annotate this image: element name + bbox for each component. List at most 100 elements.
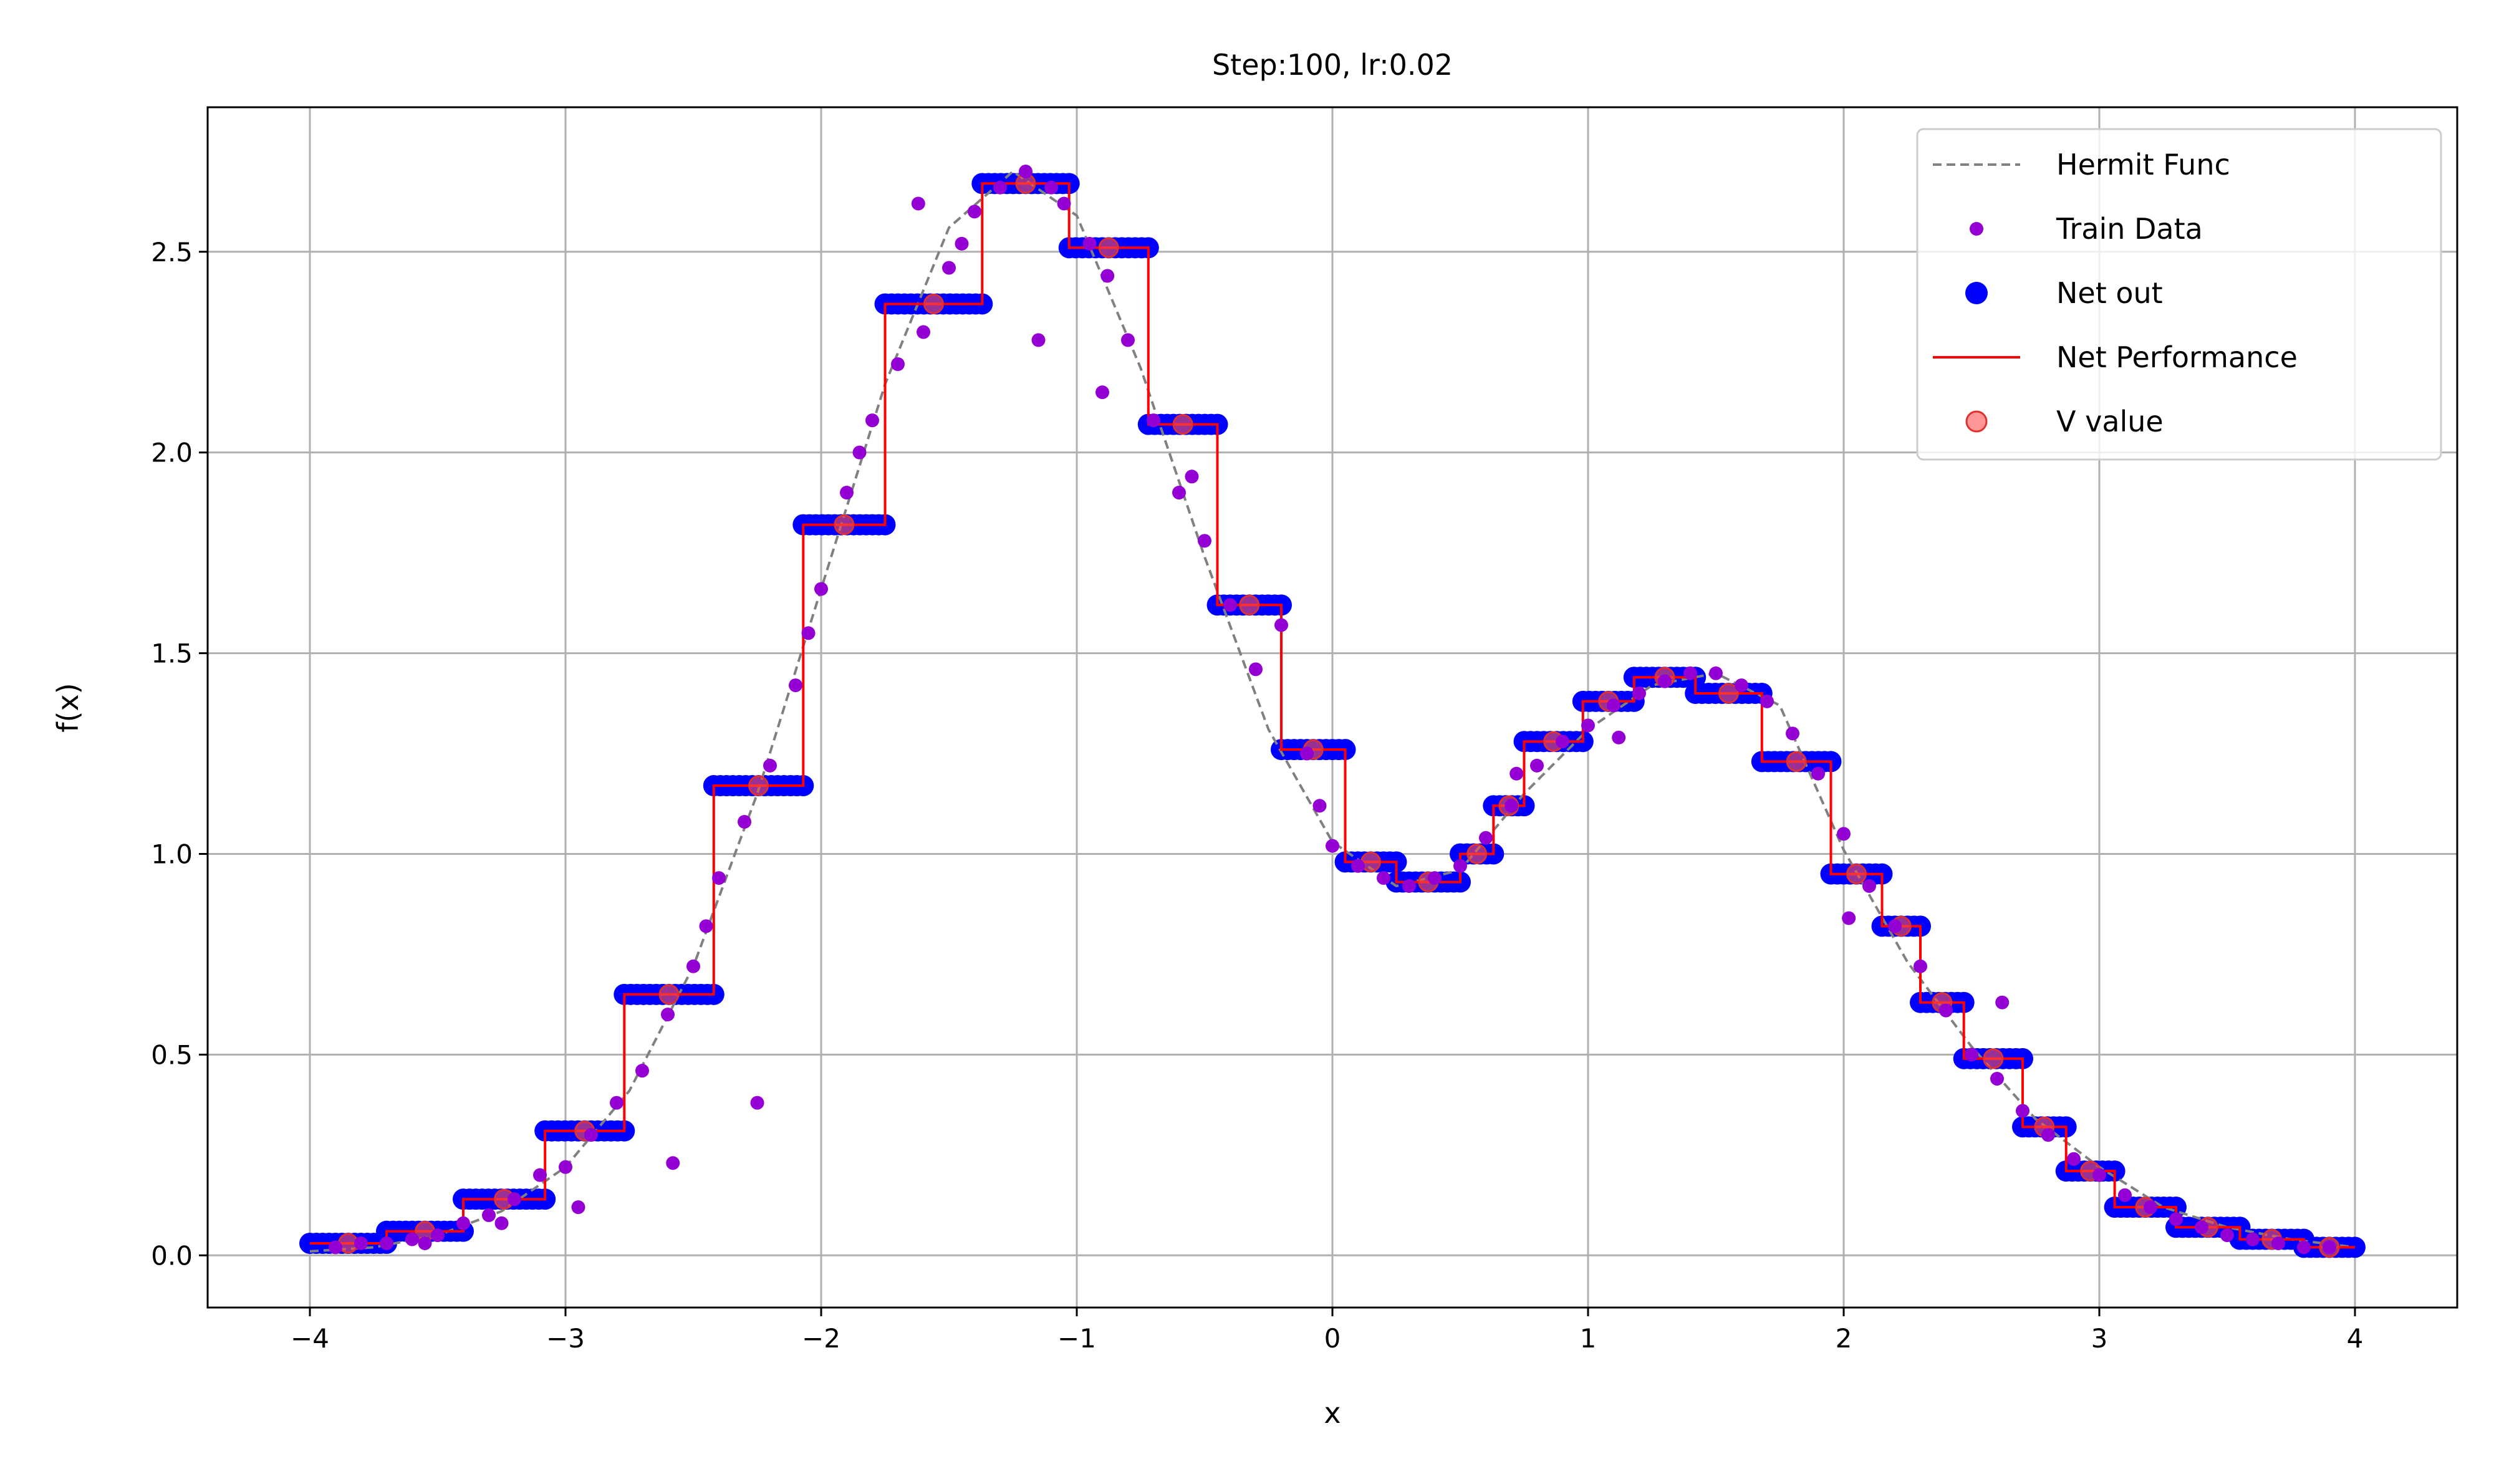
- train-data-point: [2195, 1220, 2208, 1235]
- train-data-point: [1019, 165, 1033, 179]
- train-data-point: [750, 1096, 764, 1110]
- train-data-point: [1428, 871, 1442, 885]
- train-data-point: [456, 1216, 470, 1230]
- x-tick-label: 3: [2091, 1323, 2108, 1354]
- v-value-point: [923, 293, 944, 314]
- train-data-point: [533, 1168, 547, 1182]
- train-data-point: [1990, 1072, 2004, 1086]
- x-tick-label: −1: [1057, 1323, 1096, 1354]
- train-data-point: [1556, 735, 1569, 749]
- v-value-point: [834, 514, 855, 536]
- legend-label: Hermit Func: [2056, 148, 2230, 181]
- legend-label: Net Performance: [2056, 340, 2298, 374]
- x-tick-label: −2: [802, 1323, 840, 1354]
- train-data-point: [814, 582, 828, 596]
- train-data-point: [911, 196, 925, 211]
- train-data-point: [1786, 726, 1799, 741]
- legend-label: Net out: [2056, 276, 2163, 310]
- train-data-point: [1683, 666, 1697, 680]
- v-value-point: [1239, 594, 1260, 615]
- train-data-point: [1914, 959, 1927, 973]
- train-data-series: [329, 165, 2336, 1255]
- train-data-point: [2144, 1200, 2157, 1215]
- y-tick-label: 0.0: [151, 1240, 193, 1271]
- train-data-point: [993, 180, 1007, 195]
- x-tick-label: 1: [1580, 1323, 1597, 1354]
- legend: Hermit Func Train Data Net out Net Performa…: [1916, 128, 2442, 461]
- train-data-point: [2169, 1212, 2183, 1226]
- train-data-point: [405, 1232, 419, 1246]
- train-data-point: [2271, 1236, 2285, 1250]
- y-tick-label: 0.5: [151, 1039, 193, 1070]
- train-data-point: [699, 919, 713, 933]
- train-data-point: [2092, 1168, 2106, 1182]
- x-tick-label: 2: [1836, 1323, 1852, 1354]
- train-data-point: [1031, 333, 1046, 347]
- train-data-point: [508, 1192, 521, 1207]
- train-data-point: [1632, 686, 1646, 700]
- train-data-point: [891, 357, 905, 372]
- legend-label: V value: [2056, 405, 2164, 438]
- train-data-point: [1249, 662, 1263, 677]
- train-data-point: [1082, 236, 1097, 251]
- x-tick-label: 0: [1324, 1323, 1341, 1354]
- train-data-point: [1658, 674, 1672, 688]
- train-data-point: [571, 1200, 585, 1215]
- train-data-point: [1709, 666, 1723, 680]
- train-data-point: [1888, 919, 1902, 933]
- train-data-point: [917, 325, 930, 339]
- train-data-point: [1842, 911, 1856, 925]
- train-data-point: [1185, 470, 1199, 484]
- x-tick-label: −3: [546, 1323, 585, 1354]
- train-data-point: [431, 1228, 445, 1243]
- train-data-point: [2118, 1188, 2132, 1202]
- v-value-point: [1172, 414, 1193, 435]
- train-data-point: [1509, 766, 1524, 781]
- train-data-point: [1100, 269, 1115, 283]
- legend-box: [1916, 128, 2442, 461]
- train-data-point: [1326, 839, 1339, 853]
- train-data-point: [1811, 766, 1825, 781]
- train-data-point: [2067, 1152, 2081, 1166]
- train-data-point: [1121, 333, 1135, 347]
- train-data-point: [2323, 1240, 2336, 1255]
- y-axis-label: f(x): [51, 683, 85, 732]
- train-data-point: [661, 1008, 675, 1022]
- train-data-point: [1760, 694, 1774, 708]
- train-data-point: [1057, 196, 1071, 211]
- x-ticks: −4 −3 −2 −1 0 1 2 3 4: [291, 1308, 2363, 1354]
- train-data-point: [354, 1236, 368, 1250]
- train-data-point: [1377, 871, 1390, 885]
- train-data-point: [494, 1216, 509, 1230]
- train-data-point: [1274, 618, 1288, 632]
- train-data-point: [852, 445, 867, 460]
- train-data-point: [1044, 180, 1058, 195]
- train-data-point: [1530, 758, 1544, 773]
- train-data-point: [482, 1208, 496, 1222]
- v-value-point: [1846, 864, 1867, 885]
- train-data-point: [1735, 678, 1748, 693]
- train-data-point: [1965, 1048, 1978, 1062]
- train-data-point: [1147, 413, 1160, 428]
- train-data-point: [1351, 859, 1365, 873]
- y-tick-label: 1.5: [151, 638, 193, 669]
- x-tick-label: −4: [291, 1323, 329, 1354]
- y-tick-label: 1.0: [151, 839, 193, 869]
- v-value-point: [1786, 751, 1807, 772]
- train-data-point: [1453, 859, 1467, 873]
- train-data-point: [865, 413, 879, 428]
- train-data-point: [380, 1236, 393, 1250]
- train-data-point: [686, 959, 700, 973]
- v-value-point: [1466, 843, 1488, 864]
- train-data-point: [955, 236, 969, 251]
- train-data-point: [1402, 879, 1416, 893]
- train-data-point: [1223, 598, 1237, 612]
- train-data-point: [610, 1096, 624, 1110]
- train-data-point: [1607, 698, 1620, 713]
- v-value-point: [748, 775, 769, 796]
- train-data-point: [2016, 1104, 2029, 1118]
- train-data-point: [1095, 385, 1109, 400]
- v-value-point: [1718, 683, 1739, 704]
- y-ticks: 0.0 0.5 1.0 1.5 2.0 2.5: [151, 237, 208, 1271]
